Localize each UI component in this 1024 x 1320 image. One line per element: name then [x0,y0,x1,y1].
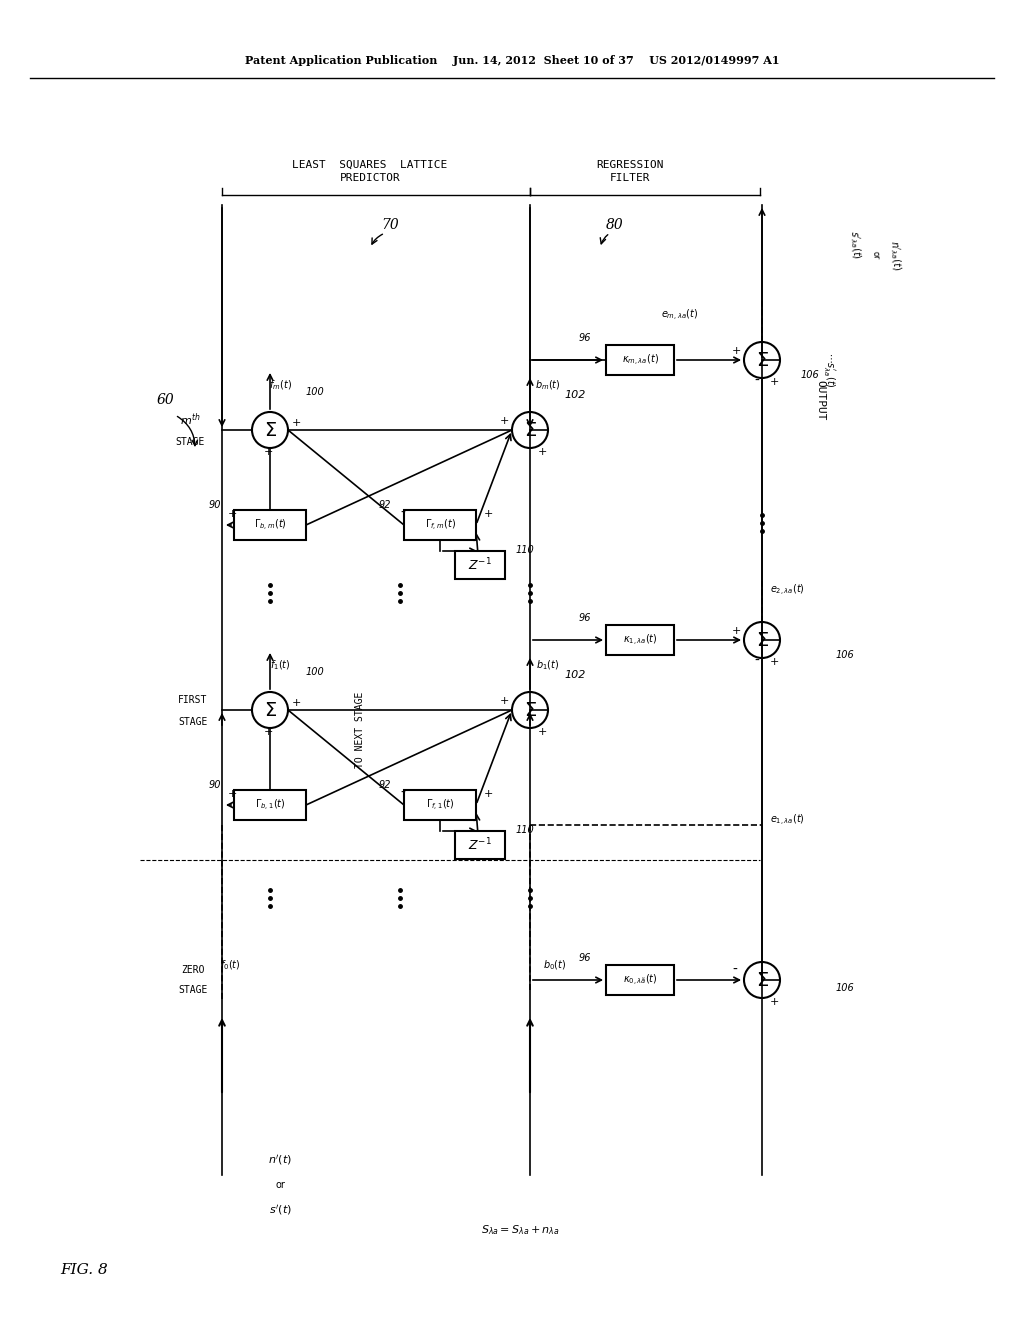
Text: 90: 90 [209,780,221,789]
Text: $\kappa_{m,\lambda a}(t)$: $\kappa_{m,\lambda a}(t)$ [622,352,658,367]
Text: $\kappa_{0,\lambda\tilde{a}}(t)$: $\kappa_{0,\lambda\tilde{a}}(t)$ [623,973,657,987]
Text: or: or [870,251,880,260]
Text: STAGE: STAGE [178,717,208,727]
Text: 90: 90 [209,500,221,510]
Text: $\Gamma_{b,1}(t)$: $\Gamma_{b,1}(t)$ [255,797,286,813]
Text: 110: 110 [516,545,535,554]
Text: 92: 92 [379,500,391,510]
Bar [606,965,674,995]
Text: 110: 110 [516,825,535,836]
Text: +: + [228,789,238,799]
Text: +: + [500,696,509,706]
Text: $n'_{\lambda a}(t)$: $n'_{\lambda a}(t)$ [887,239,903,271]
Text: -: - [754,374,759,388]
Text: +: + [770,378,779,387]
Text: $\kappa_{1,\lambda a}(t)$: $\kappa_{1,\lambda a}(t)$ [623,632,657,648]
Text: $f_m(t)$: $f_m(t)$ [268,379,292,392]
Text: STAGE: STAGE [178,985,208,995]
Text: 96: 96 [579,612,591,623]
Text: $Z^{-1}$: $Z^{-1}$ [468,557,492,573]
Text: $\Sigma$: $\Sigma$ [756,631,768,649]
Text: $e_{2,\lambda a}(t)$: $e_{2,\lambda a}(t)$ [770,582,805,598]
Text: $b_1(t)$: $b_1(t)$ [537,659,560,672]
Text: 92: 92 [379,780,391,789]
Text: +: + [732,626,741,636]
Text: $s'_{\lambda a}(t)$: $s'_{\lambda a}(t)$ [847,230,863,260]
Text: $\cdots s^\prime_{\lambda a}(t)$: $\cdots s^\prime_{\lambda a}(t)$ [822,352,838,388]
Text: 102: 102 [564,389,586,400]
Text: +: + [264,727,273,737]
Text: $\Sigma$: $\Sigma$ [523,701,537,719]
Bar [234,510,306,540]
Text: -: - [732,964,737,977]
Text: 70: 70 [381,218,399,232]
Bar [234,789,306,820]
Text: $\Sigma$: $\Sigma$ [523,421,537,440]
Text: +: + [770,657,779,667]
Text: $s'(t)$: $s'(t)$ [268,1203,292,1217]
Text: +: + [292,698,301,708]
Text: +: + [732,346,741,356]
Text: 100: 100 [305,667,325,677]
Text: $m^{th}$: $m^{th}$ [179,412,201,428]
Bar [404,789,476,820]
Text: $b_m(t)$: $b_m(t)$ [536,379,561,392]
Text: $Z^{-1}$: $Z^{-1}$ [468,837,492,853]
Text: ZERO: ZERO [181,965,205,975]
Text: $S_{\lambda a}=S_{\lambda a}+n_{\lambda a}$: $S_{\lambda a}=S_{\lambda a}+n_{\lambda … [480,1224,559,1237]
Text: LEAST  SQUARES  LATTICE: LEAST SQUARES LATTICE [293,160,447,170]
Text: $f_0(t)$: $f_0(t)$ [220,958,241,972]
Text: -: - [400,785,404,800]
Text: +: + [264,447,273,457]
Text: $\Sigma$: $\Sigma$ [263,421,276,440]
Bar [606,624,674,655]
Text: $e_{1,\lambda a}(t)$: $e_{1,\lambda a}(t)$ [770,812,805,828]
Text: +: + [770,997,779,1007]
Text: 80: 80 [606,218,624,232]
Bar [455,832,505,859]
Text: 106: 106 [836,983,854,993]
Text: $f_1(t)$: $f_1(t)$ [269,659,291,672]
Text: FILTER: FILTER [609,173,650,183]
Text: $b_0(t)$: $b_0(t)$ [544,958,566,972]
Text: 96: 96 [579,333,591,343]
Text: $\Sigma$: $\Sigma$ [263,701,276,719]
Text: FIRST: FIRST [178,696,208,705]
Text: 106: 106 [836,649,854,660]
Text: +: + [292,418,301,428]
Text: +: + [538,727,548,737]
Text: or: or [275,1180,285,1191]
Text: -: - [754,653,759,668]
Text: 60: 60 [156,393,174,407]
Text: PREDICTOR: PREDICTOR [340,173,400,183]
Text: Patent Application Publication    Jun. 14, 2012  Sheet 10 of 37    US 2012/01499: Patent Application Publication Jun. 14, … [245,54,779,66]
Text: $e_{m,\lambda a}(t)$: $e_{m,\lambda a}(t)$ [662,308,698,322]
Text: $\Sigma$: $\Sigma$ [756,351,768,370]
Text: +: + [500,416,509,426]
Text: 100: 100 [305,387,325,397]
Text: TO NEXT STAGE: TO NEXT STAGE [355,692,365,768]
Text: $\Sigma$: $\Sigma$ [756,970,768,990]
Text: $\Gamma_{f,m}(t)$: $\Gamma_{f,m}(t)$ [425,517,456,532]
Text: FIG. 8: FIG. 8 [60,1263,108,1276]
Text: +: + [484,789,494,799]
Text: $\Gamma_{b,m}(t)$: $\Gamma_{b,m}(t)$ [254,517,287,532]
Text: 102: 102 [564,671,586,680]
Text: +: + [484,510,494,519]
Bar [606,345,674,375]
Text: +: + [538,447,548,457]
Text: +: + [228,510,238,519]
Text: $\Gamma_{f,1}(t)$: $\Gamma_{f,1}(t)$ [426,797,455,813]
Text: STAGE: STAGE [175,437,205,447]
Text: $n'(t)$: $n'(t)$ [268,1152,292,1167]
Bar [455,550,505,579]
Text: -: - [400,506,404,520]
Bar [404,510,476,540]
Text: 96: 96 [579,953,591,964]
Text: 106: 106 [801,370,819,380]
Text: REGRESSION: REGRESSION [596,160,664,170]
Text: OUTPUT: OUTPUT [815,380,825,420]
